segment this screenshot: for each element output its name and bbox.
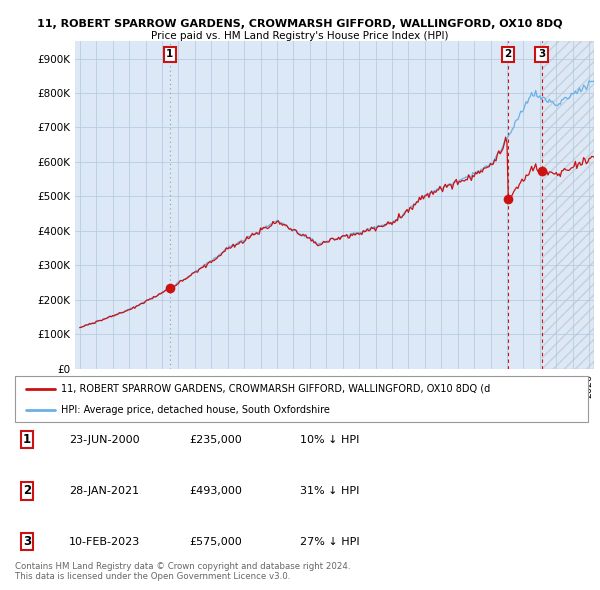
Text: 27% ↓ HPI: 27% ↓ HPI xyxy=(300,537,359,546)
Text: This data is licensed under the Open Government Licence v3.0.: This data is licensed under the Open Gov… xyxy=(15,572,290,581)
Text: 28-JAN-2021: 28-JAN-2021 xyxy=(69,486,139,496)
Text: Price paid vs. HM Land Registry's House Price Index (HPI): Price paid vs. HM Land Registry's House … xyxy=(151,31,449,41)
Text: 31% ↓ HPI: 31% ↓ HPI xyxy=(300,486,359,496)
Text: 2: 2 xyxy=(505,50,512,60)
Text: £235,000: £235,000 xyxy=(189,435,242,444)
Text: 10-FEB-2023: 10-FEB-2023 xyxy=(69,537,140,546)
Text: 23-JUN-2000: 23-JUN-2000 xyxy=(69,435,140,444)
FancyBboxPatch shape xyxy=(15,376,588,422)
Text: 2: 2 xyxy=(23,484,31,497)
Text: 1: 1 xyxy=(23,433,31,446)
Text: 1: 1 xyxy=(166,50,173,60)
Text: 11, ROBERT SPARROW GARDENS, CROWMARSH GIFFORD, WALLINGFORD, OX10 8DQ (d: 11, ROBERT SPARROW GARDENS, CROWMARSH GI… xyxy=(61,384,490,394)
Text: 10% ↓ HPI: 10% ↓ HPI xyxy=(300,435,359,444)
Text: £493,000: £493,000 xyxy=(189,486,242,496)
Text: £575,000: £575,000 xyxy=(189,537,242,546)
Text: 3: 3 xyxy=(23,535,31,548)
Text: 3: 3 xyxy=(538,50,545,60)
Text: Contains HM Land Registry data © Crown copyright and database right 2024.: Contains HM Land Registry data © Crown c… xyxy=(15,562,350,571)
Text: 11, ROBERT SPARROW GARDENS, CROWMARSH GIFFORD, WALLINGFORD, OX10 8DQ: 11, ROBERT SPARROW GARDENS, CROWMARSH GI… xyxy=(37,19,563,30)
Text: HPI: Average price, detached house, South Oxfordshire: HPI: Average price, detached house, Sout… xyxy=(61,405,330,415)
